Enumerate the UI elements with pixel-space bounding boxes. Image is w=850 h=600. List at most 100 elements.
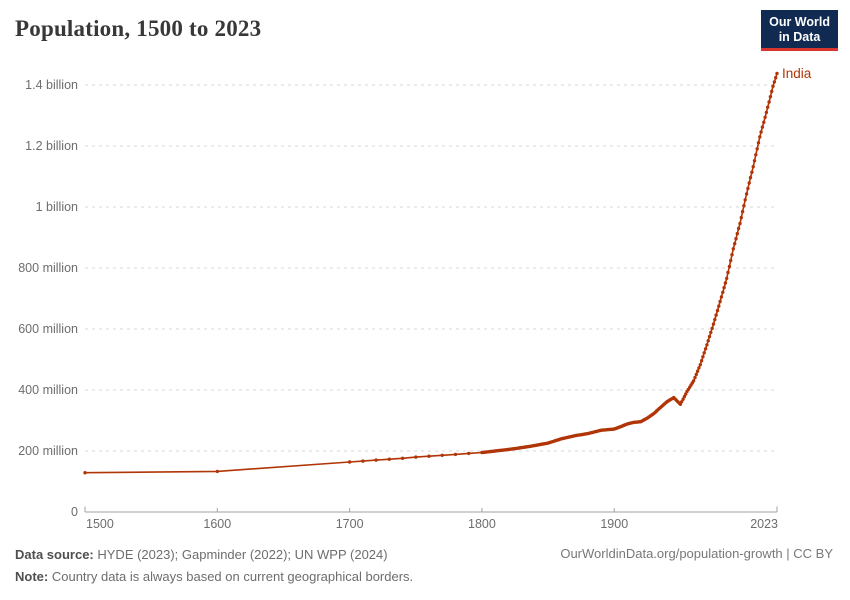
data-point-marker[interactable]: [755, 147, 759, 151]
data-point-marker[interactable]: [752, 159, 757, 163]
data-point-marker[interactable]: [714, 313, 718, 317]
data-point-marker[interactable]: [400, 456, 405, 460]
data-point-marker[interactable]: [739, 215, 743, 220]
data-point-marker[interactable]: [763, 115, 767, 120]
data-point-marker[interactable]: [718, 299, 722, 304]
data-point-marker[interactable]: [713, 317, 717, 322]
y-tick-label: 1 billion: [36, 200, 78, 214]
data-point-marker[interactable]: [374, 458, 378, 462]
data-point-marker[interactable]: [766, 105, 770, 109]
population-line-chart: 0 200 million 400 million 600 million 800 mi…: [18, 66, 812, 531]
data-point-marker[interactable]: [711, 322, 716, 326]
note-line: Note: Country data is always based on cu…: [15, 566, 413, 588]
data-point-marker[interactable]: [697, 366, 701, 370]
owid-logo[interactable]: Our World in Data: [761, 10, 838, 51]
data-point-marker[interactable]: [453, 452, 458, 457]
note-label: Note:: [15, 569, 49, 584]
data-point-marker[interactable]: [706, 339, 710, 343]
data-point-marker[interactable]: [709, 330, 713, 335]
data-point-marker[interactable]: [740, 209, 745, 214]
data-point-marker[interactable]: [774, 76, 778, 80]
data-point-marker[interactable]: [726, 270, 730, 275]
data-point-marker[interactable]: [83, 471, 87, 475]
data-point-marker[interactable]: [735, 231, 739, 236]
data-source-line: Data source: HYDE (2023); Gapminder (202…: [15, 544, 413, 566]
data-point-marker[interactable]: [759, 130, 763, 134]
y-tick-label: 1.2 billion: [25, 139, 78, 153]
data-point-marker[interactable]: [715, 308, 720, 313]
data-point-marker[interactable]: [440, 453, 444, 457]
data-point-marker[interactable]: [681, 397, 685, 401]
data-point-marker[interactable]: [733, 242, 737, 246]
data-point-marker[interactable]: [699, 359, 704, 363]
data-point-marker[interactable]: [427, 454, 431, 458]
data-point-marker[interactable]: [756, 141, 761, 145]
data-point-marker[interactable]: [775, 71, 779, 76]
series-india[interactable]: [83, 71, 779, 475]
data-point-marker[interactable]: [767, 100, 771, 104]
data-point-marker[interactable]: [758, 135, 762, 139]
data-point-marker[interactable]: [746, 186, 750, 191]
data-point-marker[interactable]: [750, 170, 754, 174]
data-point-marker[interactable]: [722, 285, 726, 290]
data-point-marker[interactable]: [387, 457, 391, 461]
data-point-marker[interactable]: [768, 95, 773, 99]
y-tick-label: 200 million: [18, 444, 78, 458]
data-point-marker[interactable]: [682, 394, 687, 399]
footer-citation-link[interactable]: OurWorldinData.org/population-growth | C…: [560, 546, 833, 561]
data-point-marker[interactable]: [764, 110, 769, 115]
data-point-marker[interactable]: [723, 281, 728, 285]
series-end-label[interactable]: India: [782, 66, 812, 81]
data-point-marker[interactable]: [760, 125, 765, 129]
data-point-marker[interactable]: [695, 369, 700, 373]
data-point-marker[interactable]: [361, 459, 365, 463]
y-tick-label: 600 million: [18, 322, 78, 336]
data-point-marker[interactable]: [736, 226, 741, 231]
data-point-marker[interactable]: [707, 334, 712, 339]
x-tick-label: 1500: [86, 517, 114, 531]
data-point-marker[interactable]: [751, 165, 755, 169]
x-tick-label: 1700: [336, 517, 364, 531]
data-point-marker[interactable]: [730, 253, 734, 257]
data-point-marker[interactable]: [754, 153, 758, 157]
data-point-marker[interactable]: [721, 290, 725, 294]
data-point-marker[interactable]: [717, 304, 721, 308]
data-point-marker[interactable]: [347, 460, 352, 464]
data-point-marker[interactable]: [725, 276, 729, 281]
page-title: Population, 1500 to 2023: [15, 16, 262, 41]
data-point-marker[interactable]: [215, 469, 219, 474]
data-point-marker[interactable]: [731, 247, 735, 251]
data-point-marker[interactable]: [727, 264, 732, 269]
data-point-marker[interactable]: [678, 402, 683, 406]
data-point-marker[interactable]: [414, 455, 418, 459]
note-text: Country data is always based on current …: [51, 569, 414, 584]
data-point-marker[interactable]: [770, 89, 774, 94]
data-point-marker[interactable]: [691, 379, 696, 383]
data-point-marker[interactable]: [694, 372, 698, 377]
data-point-marker[interactable]: [738, 221, 742, 226]
data-point-marker[interactable]: [702, 351, 706, 355]
data-point-marker[interactable]: [705, 343, 709, 347]
data-point-marker[interactable]: [698, 363, 702, 367]
data-point-marker[interactable]: [748, 175, 753, 180]
data-point-marker[interactable]: [701, 355, 705, 359]
data-point-marker[interactable]: [744, 192, 749, 196]
data-point-marker[interactable]: [680, 400, 684, 404]
data-point-marker[interactable]: [743, 198, 747, 202]
data-point-marker[interactable]: [467, 451, 471, 456]
data-point-marker[interactable]: [710, 326, 714, 330]
data-point-marker[interactable]: [703, 347, 708, 351]
data-point-marker[interactable]: [729, 258, 733, 263]
data-point-marker[interactable]: [762, 120, 766, 124]
series-line[interactable]: [84, 72, 778, 474]
data-point-marker[interactable]: [771, 84, 775, 88]
logo-line1: Our World: [769, 15, 830, 29]
data-point-marker[interactable]: [772, 80, 777, 84]
data-point-marker[interactable]: [742, 204, 746, 208]
data-point-marker[interactable]: [684, 392, 688, 396]
x-tick-label: 1600: [203, 517, 231, 531]
data-point-marker[interactable]: [719, 295, 724, 299]
data-point-marker[interactable]: [693, 375, 697, 380]
data-point-marker[interactable]: [734, 237, 738, 241]
data-point-marker[interactable]: [747, 181, 751, 185]
